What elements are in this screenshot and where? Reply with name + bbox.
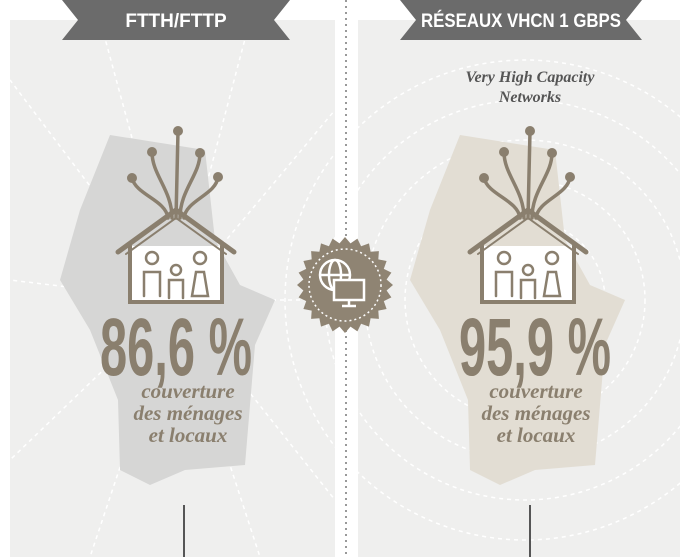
caption: couverture [141, 379, 234, 403]
subtitle: Networks [498, 89, 561, 106]
percentage: 95,9 % [459, 302, 611, 393]
caption: des ménages [133, 401, 242, 425]
caption: et locaux [497, 423, 576, 447]
caption: des ménages [481, 401, 590, 425]
panel-title: FTTH/FTTP [125, 11, 227, 32]
country-shape [60, 135, 275, 485]
country-shape [410, 135, 625, 485]
caption: et locaux [149, 423, 228, 447]
banner [62, 0, 290, 40]
caption: couverture [489, 379, 582, 403]
percentage: 86,6 % [100, 302, 252, 393]
subtitle: Very High Capacity [466, 69, 596, 86]
banner [400, 0, 642, 40]
panel-title: RÉSEAUX VHCN 1 GBPS [421, 10, 621, 32]
network-badge [297, 237, 393, 333]
